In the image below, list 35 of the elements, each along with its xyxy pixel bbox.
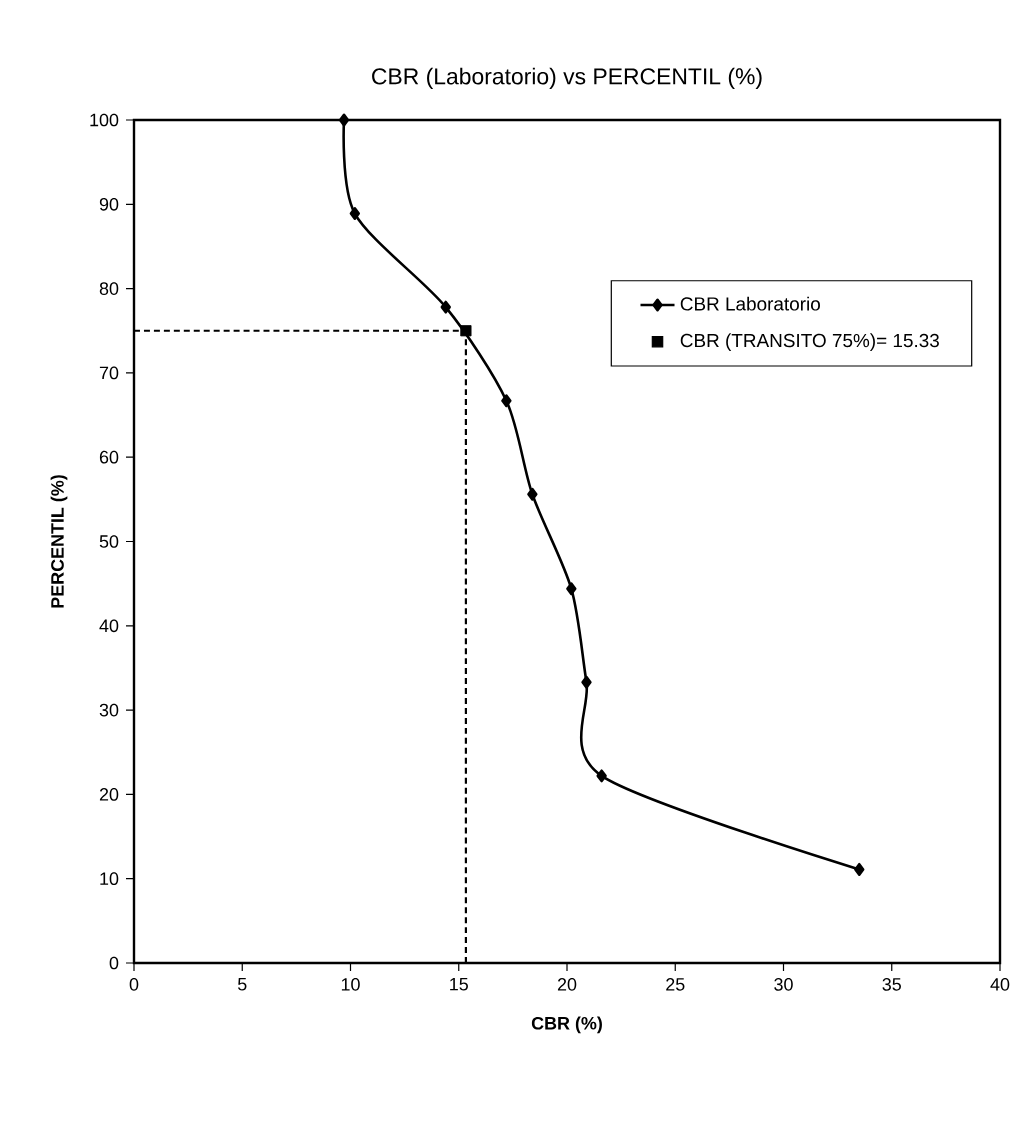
x-tick-label: 20 <box>557 978 577 991</box>
point <box>854 862 865 876</box>
y-tick-label: 50 <box>99 535 119 548</box>
x-tick-label: 0 <box>129 978 139 991</box>
y-tick-label: 0 <box>109 956 119 970</box>
x-tick-label: 30 <box>774 978 793 991</box>
y-tick-label: 20 <box>99 788 119 801</box>
x-axis-title: CBR (%) <box>531 1016 602 1034</box>
y-tick-label: 80 <box>99 282 119 295</box>
point <box>566 582 577 596</box>
point <box>581 675 592 689</box>
x-tick-label: 10 <box>341 978 360 991</box>
point <box>338 113 350 127</box>
y-tick-label: 90 <box>99 197 119 211</box>
legend-label: CBR Laboratorio <box>680 296 820 311</box>
y-axis-title: PERCENTIL (%) <box>50 475 68 608</box>
x-tick-label: 35 <box>882 978 901 991</box>
chart-title: CBR (Laboratorio) vs PERCENTIL (%) <box>372 67 762 89</box>
y-tick-label: 30 <box>99 703 119 717</box>
legend-label: CBR (TRANSITO 75%)= 15.33 <box>680 333 939 351</box>
y-tick-label: 60 <box>99 450 119 464</box>
y-tick-label: 10 <box>100 872 119 886</box>
point <box>460 325 472 337</box>
y-tick-label: 40 <box>99 619 119 633</box>
x-tick-label: 25 <box>666 978 685 991</box>
y-tick-label: 100 <box>90 113 119 127</box>
y-tick-label: 70 <box>99 366 119 380</box>
point <box>596 769 607 783</box>
point <box>440 300 451 314</box>
x-tick-label: 15 <box>450 978 468 991</box>
x-tick-label: 40 <box>990 978 1010 991</box>
x-tick-label: 5 <box>237 978 247 991</box>
point <box>527 487 538 501</box>
point <box>349 207 361 221</box>
point <box>501 394 512 408</box>
